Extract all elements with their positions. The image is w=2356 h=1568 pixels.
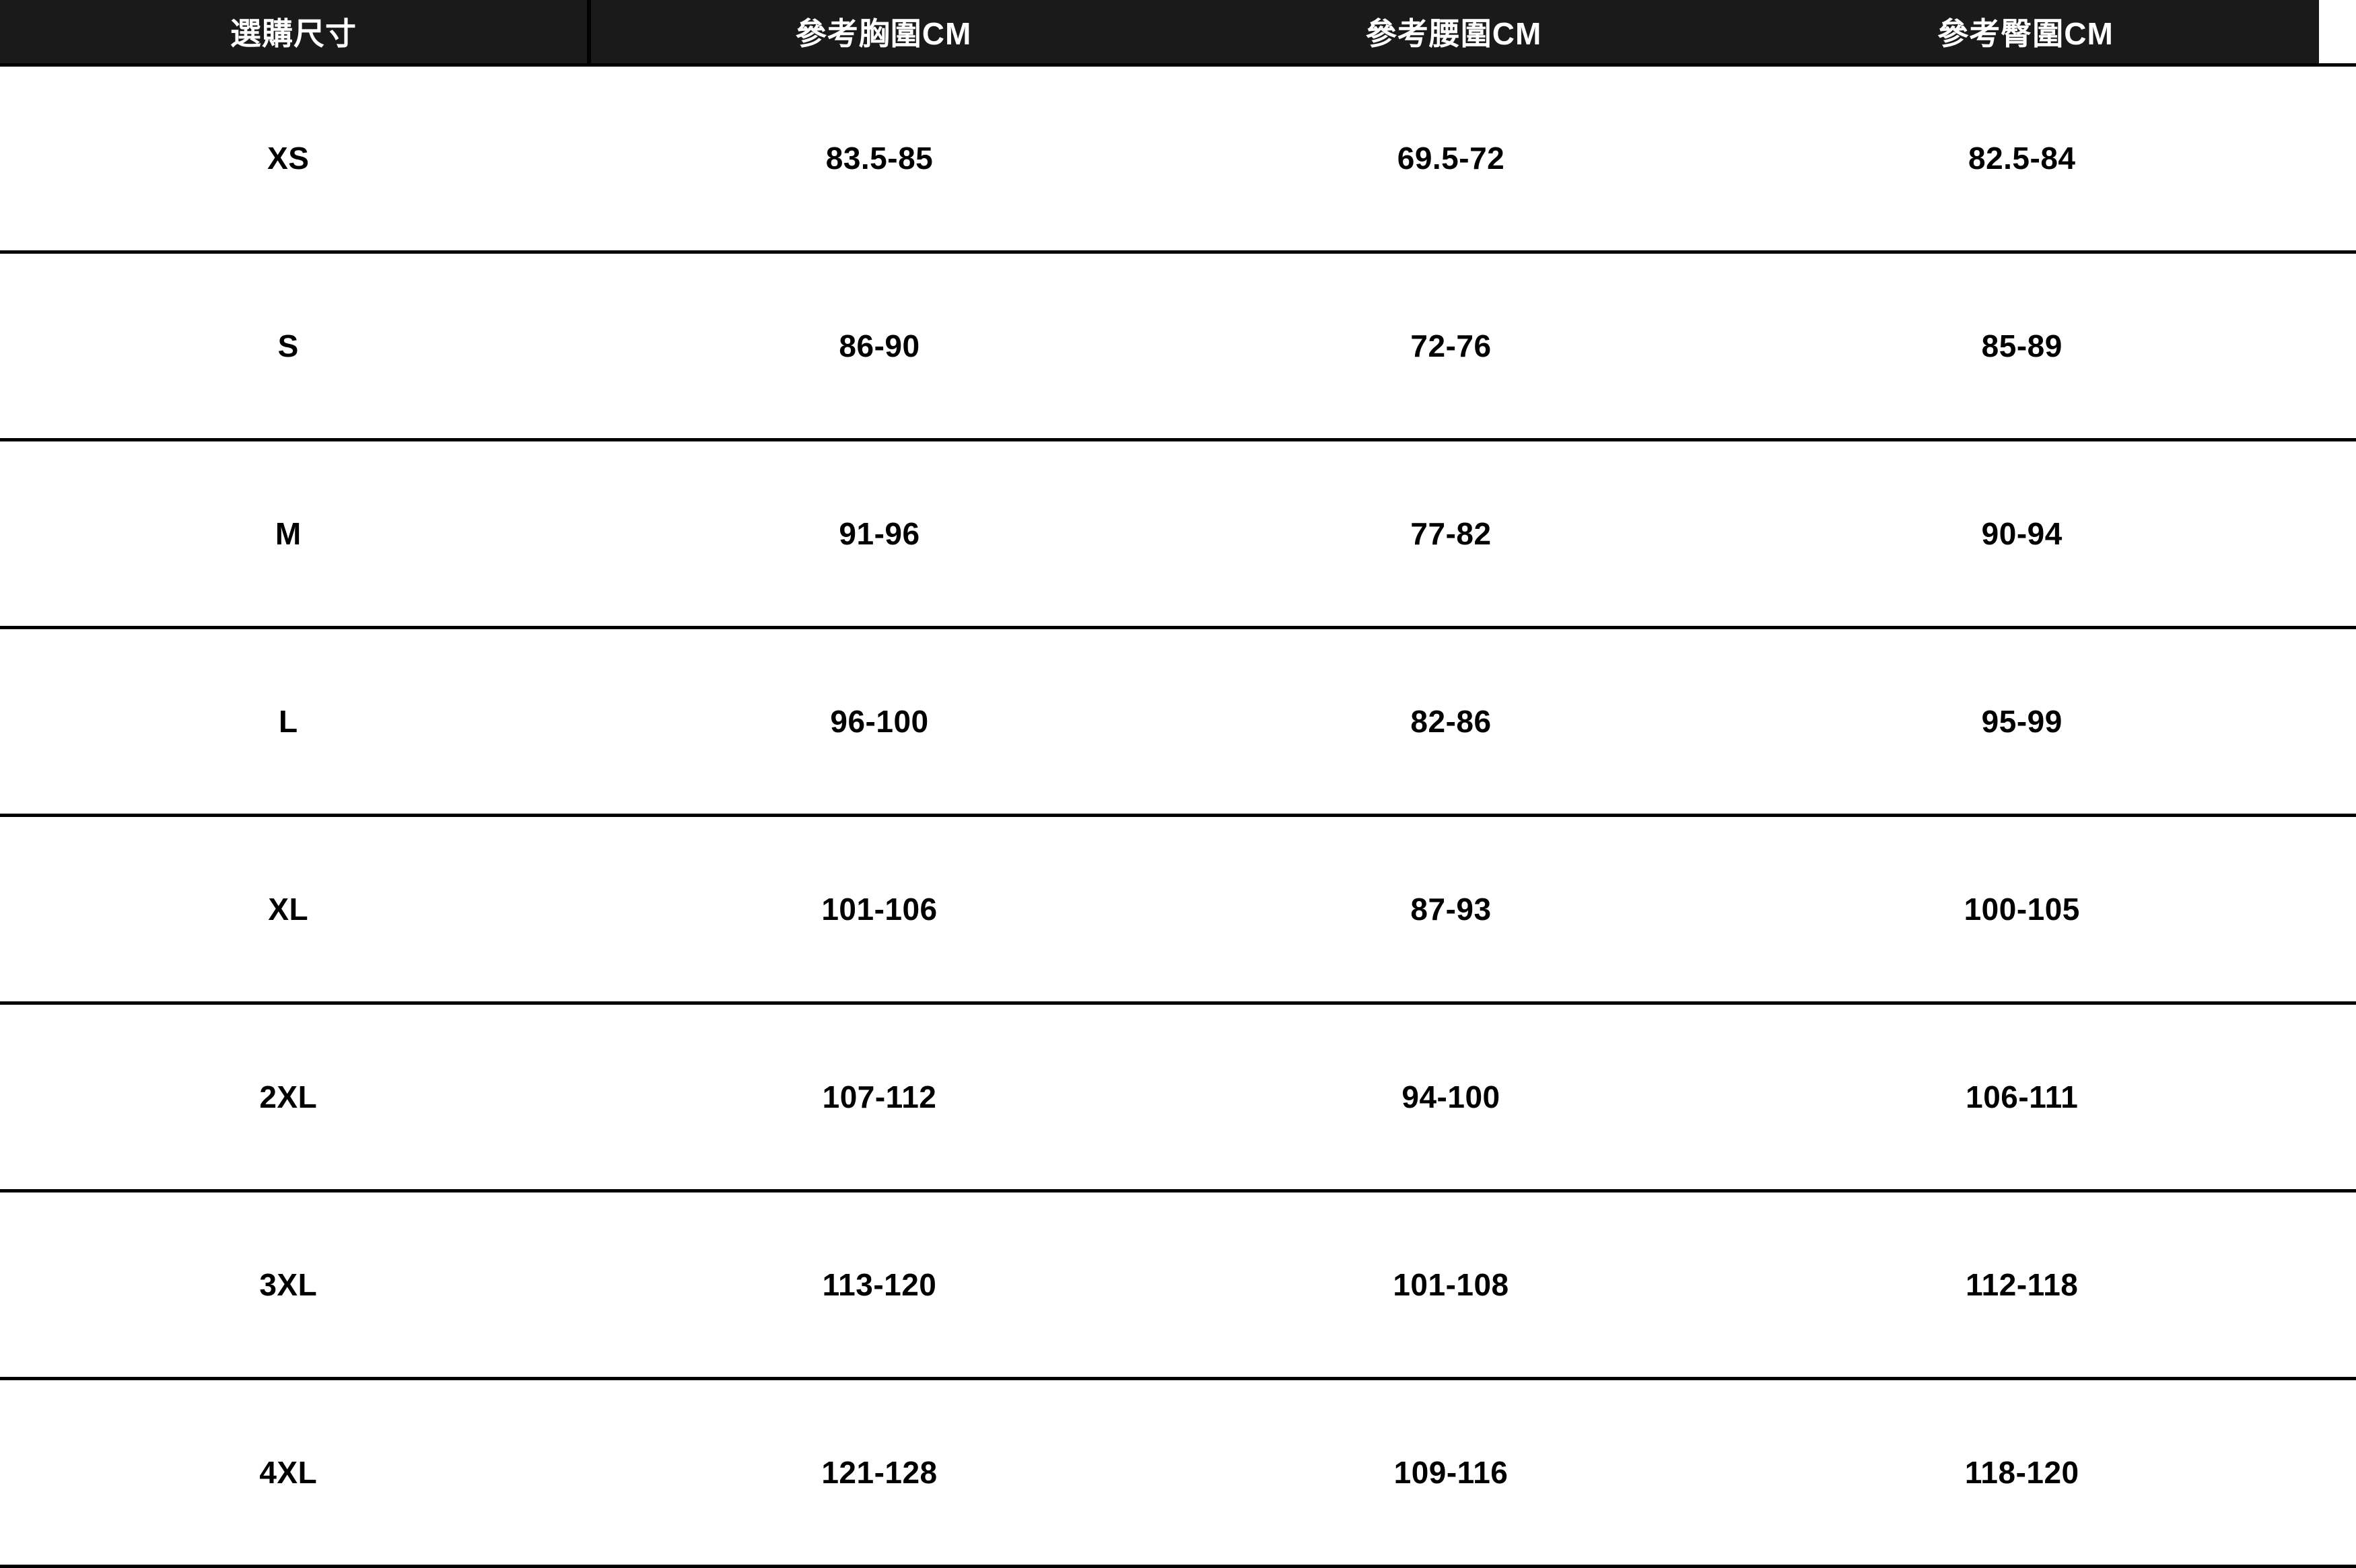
cell-waist: 77-82 bbox=[1156, 438, 1747, 628]
table-row: 4XL 121-128 109-116 118-120 bbox=[0, 1377, 2356, 1568]
table-row: XL 101-106 87-93 100-105 bbox=[0, 814, 2356, 1003]
cell-hip: 95-99 bbox=[1727, 626, 2316, 816]
cell-waist: 87-93 bbox=[1156, 814, 1747, 1003]
cell-size: 4XL bbox=[0, 1377, 586, 1568]
cell-waist: 72-76 bbox=[1156, 250, 1747, 440]
size-chart-header: 選購尺寸 參考胸圍CM 參考腰圍CM 參考臀圍CM bbox=[0, 0, 2356, 65]
cell-hip: 106-111 bbox=[1727, 1001, 2316, 1191]
table-row: L 96-100 82-86 95-99 bbox=[0, 626, 2356, 816]
table-row: 3XL 113-120 101-108 112-118 bbox=[0, 1189, 2356, 1379]
cell-waist: 69.5-72 bbox=[1156, 63, 1747, 252]
cell-bust: 91-96 bbox=[585, 438, 1176, 628]
cell-size: 2XL bbox=[0, 1001, 586, 1191]
column-header-bust: 參考胸圍CM bbox=[589, 0, 1180, 65]
cell-bust: 113-120 bbox=[585, 1189, 1176, 1379]
cell-size: M bbox=[0, 438, 586, 628]
cell-hip: 85-89 bbox=[1727, 250, 2316, 440]
cell-hip: 112-118 bbox=[1727, 1189, 2316, 1379]
column-header-waist: 參考腰圍CM bbox=[1159, 0, 1750, 65]
cell-waist: 94-100 bbox=[1156, 1001, 1747, 1191]
column-header-hip: 參考臀圍CM bbox=[1730, 0, 2319, 65]
cell-bust: 107-112 bbox=[585, 1001, 1176, 1191]
cell-waist: 109-116 bbox=[1156, 1377, 1747, 1568]
cell-hip: 90-94 bbox=[1727, 438, 2316, 628]
size-chart-body: XS 83.5-85 69.5-72 82.5-84 S 86-90 72-76… bbox=[0, 63, 2356, 1568]
table-row: 2XL 107-112 94-100 106-111 bbox=[0, 1001, 2356, 1191]
cell-size: XL bbox=[0, 814, 586, 1003]
table-row: S 86-90 72-76 85-89 bbox=[0, 250, 2356, 440]
header-row: 選購尺寸 參考胸圍CM 參考腰圍CM 參考臀圍CM bbox=[0, 0, 2356, 65]
cell-hip: 100-105 bbox=[1727, 814, 2316, 1003]
cell-size: XS bbox=[0, 63, 586, 252]
cell-hip: 118-120 bbox=[1727, 1377, 2316, 1568]
cell-size: 3XL bbox=[0, 1189, 586, 1379]
cell-bust: 96-100 bbox=[585, 626, 1176, 816]
cell-bust: 101-106 bbox=[585, 814, 1176, 1003]
cell-bust: 121-128 bbox=[585, 1377, 1176, 1568]
cell-hip: 82.5-84 bbox=[1727, 63, 2316, 252]
cell-waist: 101-108 bbox=[1156, 1189, 1747, 1379]
cell-bust: 86-90 bbox=[585, 250, 1176, 440]
column-header-size: 選購尺寸 bbox=[0, 0, 591, 65]
table-row: M 91-96 77-82 90-94 bbox=[0, 438, 2356, 628]
cell-waist: 82-86 bbox=[1156, 626, 1747, 816]
cell-size: S bbox=[0, 250, 586, 440]
table-row: XS 83.5-85 69.5-72 82.5-84 bbox=[0, 63, 2356, 252]
cell-size: L bbox=[0, 626, 586, 816]
cell-bust: 83.5-85 bbox=[585, 63, 1176, 252]
